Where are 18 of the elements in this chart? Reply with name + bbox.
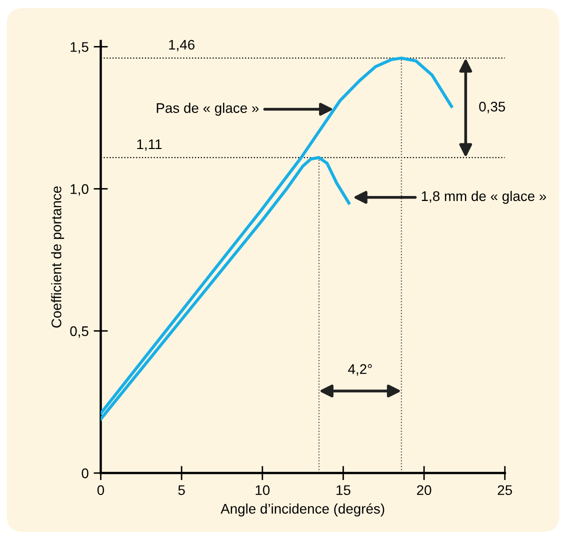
x-tick-label: 5 [178,485,185,496]
ref-line-label: 1,11 [137,139,162,151]
x-tick-label: 0 [97,485,104,496]
y-tick-label: 1,5 [70,42,88,54]
x-tick-label: 15 [336,485,350,496]
x-tick-label: 10 [256,485,270,496]
y-tick-label: 0 [82,468,88,478]
y-axis-title: Coefficient de portance [51,186,64,328]
x-tick-label: 25 [498,485,512,496]
x-tick-label: 20 [417,485,432,496]
y-tick-label: 1,0 [70,184,88,196]
annotation: 0,35 [479,102,506,114]
annotation: 4,2° [348,364,372,376]
ref-line-label: 1,46 [169,40,194,52]
x-axis-title: Angle d’incidence (degrés) [220,503,384,516]
annotation: Pas de « glace » [156,102,259,116]
annotation: 1,8 mm de « glace » [422,190,546,204]
y-tick-label: 0,5 [70,326,88,338]
